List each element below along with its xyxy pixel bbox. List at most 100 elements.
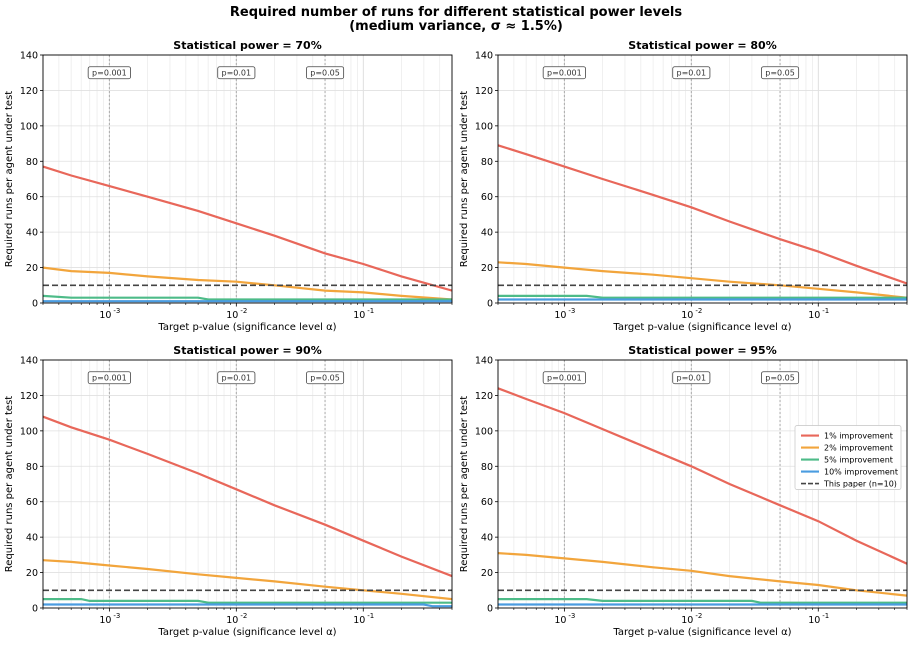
x-tick-label: 10 <box>554 615 566 626</box>
series-line-3 <box>498 294 907 299</box>
legend-label: This paper (n=10) <box>823 480 897 489</box>
p-value-annotation-box <box>217 371 256 385</box>
y-tick-label: 40 <box>481 533 493 544</box>
p-value-annotation-box <box>87 66 131 80</box>
p-value-annotation-box <box>87 371 131 385</box>
panel-title: Statistical power = 95% <box>628 344 776 357</box>
y-tick-label: 60 <box>26 497 38 508</box>
y-tick-label: 40 <box>481 228 493 239</box>
chart-panel-4: p=0.001 p=0.01 p=0.0502040608010012014010-… <box>459 344 908 638</box>
p-value-annotation-box <box>542 371 586 385</box>
y-tick-label: 80 <box>26 157 38 168</box>
panel-title: Statistical power = 90% <box>173 344 321 357</box>
p-value-annotation: p=0.001 <box>92 374 127 383</box>
figure-title-line1: Required number of runs for different st… <box>230 5 682 20</box>
chart-panel-3: p=0.001 p=0.01 p=0.0502040608010012014010-… <box>4 344 453 638</box>
p-value-annotation: p=0.01 <box>222 374 252 383</box>
p-value-annotation: p=0.05 <box>310 374 340 383</box>
y-tick-label: 100 <box>20 426 38 437</box>
x-tick-label-exponent: -2 <box>240 612 247 620</box>
x-tick-label: 10 <box>554 310 566 321</box>
y-axis-label: Required runs per agent under test <box>459 396 470 572</box>
x-axis-label: Target p-value (significance level α) <box>612 627 791 638</box>
chart-panel-1: p=0.001 p=0.01 p=0.0502040608010012014010-… <box>4 39 453 333</box>
panel-title: Statistical power = 70% <box>173 39 321 52</box>
y-tick-label: 60 <box>481 497 493 508</box>
series-line-2 <box>498 552 907 597</box>
x-tick-label: 10 <box>353 310 365 321</box>
x-tick-label-exponent: -3 <box>568 612 575 620</box>
series-line-4 <box>43 603 452 608</box>
p-value-annotation: p=0.001 <box>547 374 582 383</box>
p-value-annotation-box <box>672 66 711 80</box>
series-line-2 <box>498 261 907 299</box>
y-tick-label: 120 <box>20 86 38 97</box>
legend-label: 2% improvement <box>824 444 893 453</box>
y-tick-label: 120 <box>20 391 38 402</box>
p-value-annotation: p=0.05 <box>765 374 795 383</box>
series-line-3 <box>43 294 452 301</box>
y-tick-label: 140 <box>20 356 38 367</box>
y-tick-label: 0 <box>32 299 38 310</box>
p-value-annotation-box <box>761 66 800 80</box>
x-axis-label: Target p-value (significance level α) <box>157 627 336 638</box>
x-tick-label: 10 <box>681 310 693 321</box>
y-tick-label: 0 <box>32 604 38 615</box>
x-tick-label: 10 <box>808 615 820 626</box>
axes-frame <box>42 54 453 304</box>
figure-title-line2: (medium variance, σ ≈ 1.5%) <box>349 19 563 34</box>
y-tick-label: 100 <box>475 121 493 132</box>
p-value-annotation: p=0.01 <box>677 374 707 383</box>
p-value-annotation: p=0.05 <box>310 69 340 78</box>
p-value-annotation: p=0.001 <box>547 69 582 78</box>
legend-label: 1% improvement <box>824 432 893 441</box>
x-tick-label: 10 <box>681 615 693 626</box>
legend-box <box>794 425 902 490</box>
series-line-1 <box>43 415 452 578</box>
y-tick-label: 0 <box>487 604 493 615</box>
y-axis-label: Required runs per agent under test <box>4 396 15 572</box>
x-tick-label-exponent: -2 <box>695 307 702 315</box>
y-tick-label: 80 <box>481 462 493 473</box>
x-tick-label: 10 <box>808 310 820 321</box>
axes-frame <box>497 359 908 609</box>
x-tick-label: 10 <box>353 615 365 626</box>
series-line-2 <box>43 559 452 601</box>
y-tick-label: 80 <box>26 462 38 473</box>
y-tick-label: 40 <box>26 228 38 239</box>
x-tick-label-exponent: -3 <box>113 307 120 315</box>
y-tick-label: 60 <box>26 192 38 203</box>
y-tick-label: 140 <box>475 356 493 367</box>
p-value-annotation-box <box>306 371 345 385</box>
p-value-annotation: p=0.01 <box>222 69 252 78</box>
y-tick-label: 140 <box>20 51 38 62</box>
y-tick-label: 20 <box>481 263 493 274</box>
y-tick-label: 20 <box>26 263 38 274</box>
series-line-1 <box>43 165 452 292</box>
legend-label: 10% improvement <box>824 468 898 477</box>
y-axis-label: Required runs per agent under test <box>459 91 470 267</box>
series-line-3 <box>43 597 452 604</box>
p-value-annotation-box <box>761 371 800 385</box>
x-tick-label-exponent: -1 <box>822 307 829 315</box>
y-tick-label: 0 <box>487 299 493 310</box>
p-value-annotation: p=0.01 <box>677 69 707 78</box>
y-tick-label: 100 <box>20 121 38 132</box>
series-line-1 <box>498 144 907 285</box>
p-value-annotation-box <box>306 66 345 80</box>
p-value-annotation-box <box>217 66 256 80</box>
x-tick-label: 10 <box>226 310 238 321</box>
x-tick-label-exponent: -3 <box>568 307 575 315</box>
x-tick-label-exponent: -3 <box>113 612 120 620</box>
legend: 1% improvement 2% improvement 5% improveme… <box>794 425 902 490</box>
x-tick-label-exponent: -2 <box>695 612 702 620</box>
series-line-1 <box>498 387 907 565</box>
y-tick-label: 40 <box>26 533 38 544</box>
legend-label: 5% improvement <box>824 456 893 465</box>
y-tick-label: 20 <box>481 568 493 579</box>
y-tick-label: 20 <box>26 568 38 579</box>
x-tick-label-exponent: -1 <box>367 612 374 620</box>
p-value-annotation-box <box>672 371 711 385</box>
y-axis-label: Required runs per agent under test <box>4 91 15 267</box>
